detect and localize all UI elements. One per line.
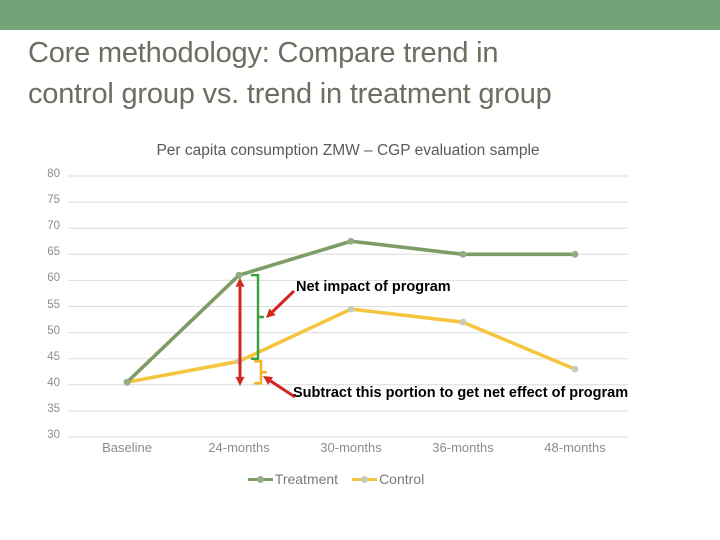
x-tick-label: 30-months [320, 440, 382, 455]
data-point-marker [347, 305, 355, 313]
data-point-marker [571, 365, 579, 373]
y-tick-label: 35 [47, 402, 60, 415]
gross-change-double-arrow [235, 277, 245, 386]
y-tick-label: 40 [47, 376, 60, 389]
slide-title-line2: control group vs. trend in treatment gro… [28, 78, 552, 110]
x-tick-label: 36-months [432, 440, 494, 455]
x-tick-label: 24-months [208, 440, 270, 455]
legend-label-treatment: Treatment [274, 471, 339, 487]
data-point-marker [459, 250, 467, 258]
y-tick-label: 50 [47, 324, 60, 337]
legend-item-control: Control [352, 471, 424, 487]
y-tick-label: 65 [47, 246, 60, 259]
legend-item-treatment: Treatment [247, 471, 339, 487]
annotation-net-impact: Net impact of program [296, 279, 451, 295]
chart-title: Per capita consumption ZMW – CGP evaluat… [156, 142, 540, 159]
data-point-marker [571, 250, 579, 258]
control-line-swatch [352, 475, 378, 483]
y-tick-label: 80 [47, 168, 60, 180]
top-accent-bar [0, 0, 720, 30]
y-tick-label: 60 [47, 272, 60, 285]
subtract-pointer-arrow [263, 376, 296, 399]
consumption-line-chart: Per capita consumption ZMW – CGP evaluat… [0, 135, 720, 520]
data-point-marker [459, 318, 467, 326]
net-impact-brace [250, 273, 265, 360]
y-tick-label: 70 [47, 220, 60, 233]
annotation-subtract-portion: Subtract this portion to get net effect … [293, 385, 629, 401]
legend: Treatment Control [56, 471, 616, 487]
y-tick-label: 75 [47, 194, 60, 207]
y-tick-label: 30 [47, 429, 60, 441]
x-tick-label: 48-months [544, 440, 606, 455]
slide-title: Core methodology: Compare trend in contr… [28, 33, 552, 115]
data-point-marker [123, 378, 131, 386]
slide-title-line1: Core methodology: Compare trend in [28, 37, 499, 69]
series-control [123, 305, 579, 386]
y-tick-label: 45 [47, 350, 60, 363]
gridlines [68, 175, 628, 438]
data-point-marker [347, 237, 355, 245]
net-impact-pointer-arrow [266, 289, 296, 318]
treatment-line-swatch [247, 475, 273, 483]
line-chart-plot [68, 175, 628, 438]
data-point-marker [235, 271, 243, 279]
series-treatment [123, 237, 579, 386]
y-tick-label: 55 [47, 298, 60, 311]
subtract-portion-brace [253, 360, 268, 385]
x-tick-label: Baseline [102, 440, 152, 455]
legend-label-control: Control [379, 471, 425, 487]
